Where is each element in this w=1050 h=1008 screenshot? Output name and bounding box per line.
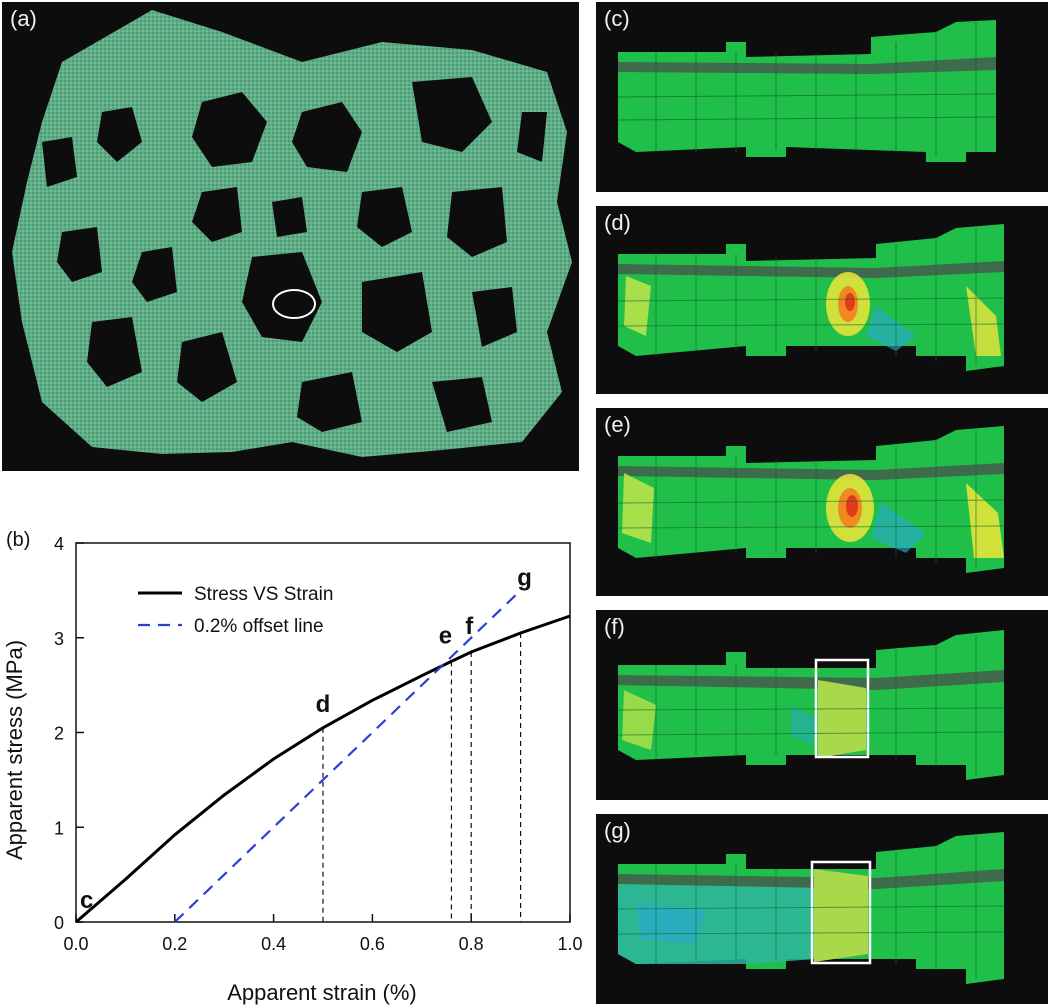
bone-mass bbox=[12, 10, 572, 457]
fe-panel-f: (f) bbox=[596, 610, 1048, 800]
fe-panel-d: (d) bbox=[596, 206, 1048, 394]
x-tick-label: 0.0 bbox=[63, 934, 88, 954]
panel-label-b: (b) bbox=[6, 529, 30, 551]
bone-model-panel: (a) bbox=[2, 2, 579, 471]
panel-label-a: (a) bbox=[10, 6, 37, 31]
x-tick-label: 0.6 bbox=[360, 934, 385, 954]
y-tick-label: 1 bbox=[54, 818, 64, 838]
series-line-1 bbox=[75, 614, 571, 924]
x-tick-label: 0.2 bbox=[162, 934, 187, 954]
marker-label-c: c bbox=[80, 887, 93, 914]
panel-label-e: (e) bbox=[604, 412, 631, 437]
y-axis-label: Apparent stress (MPa) bbox=[2, 640, 27, 860]
fe-mesh-e bbox=[617, 426, 1005, 573]
fe-panel-e: (e) bbox=[596, 408, 1048, 596]
y-tick-label: 2 bbox=[54, 724, 64, 744]
y-tick-label: 3 bbox=[54, 629, 64, 649]
x-tick-label: 0.8 bbox=[459, 934, 484, 954]
panel-label-f: (f) bbox=[604, 614, 625, 639]
panel-label-g: (g) bbox=[604, 818, 631, 843]
fe-mesh-f bbox=[617, 630, 1005, 780]
marker-label-f: f bbox=[465, 613, 474, 640]
fe-panel-g: (g) bbox=[596, 814, 1048, 1004]
fe-mesh-d bbox=[617, 224, 1005, 371]
highlight-ellipse bbox=[272, 289, 316, 319]
legend-label-1: Stress VS Strain bbox=[194, 584, 333, 605]
panel-label-d: (d) bbox=[604, 210, 631, 235]
marker-label-e: e bbox=[439, 622, 452, 649]
plot-area: 0.0 0.2 0.4 0.6 0.8 1.0 0 1 2 3 4 c d e f g Stress VS St… bbox=[54, 534, 583, 954]
y-tick-label: 0 bbox=[54, 913, 64, 933]
legend-label-2: 0.2% offset line bbox=[194, 616, 324, 637]
highlight-box-g bbox=[810, 860, 872, 965]
fe-mesh-c bbox=[617, 20, 997, 162]
bone-structure-image bbox=[12, 10, 572, 457]
x-tick-label: 1.0 bbox=[557, 934, 582, 954]
x-tick-label: 0.4 bbox=[261, 934, 286, 954]
x-axis-label: Apparent strain (%) bbox=[227, 980, 417, 1005]
fe-mesh-g bbox=[617, 832, 1005, 984]
marker-label-d: d bbox=[316, 691, 331, 718]
panel-label-c: (c) bbox=[604, 6, 630, 31]
marker-label-g: g bbox=[517, 565, 532, 592]
fe-panel-c: (c) bbox=[596, 2, 1048, 192]
y-tick-label: 4 bbox=[54, 534, 64, 554]
stress-strain-chart: (b) 0.0 0.2 0.4 0.6 0.8 1.0 0 1 2 3 4 c d e f g Stress V… bbox=[0, 520, 590, 1008]
